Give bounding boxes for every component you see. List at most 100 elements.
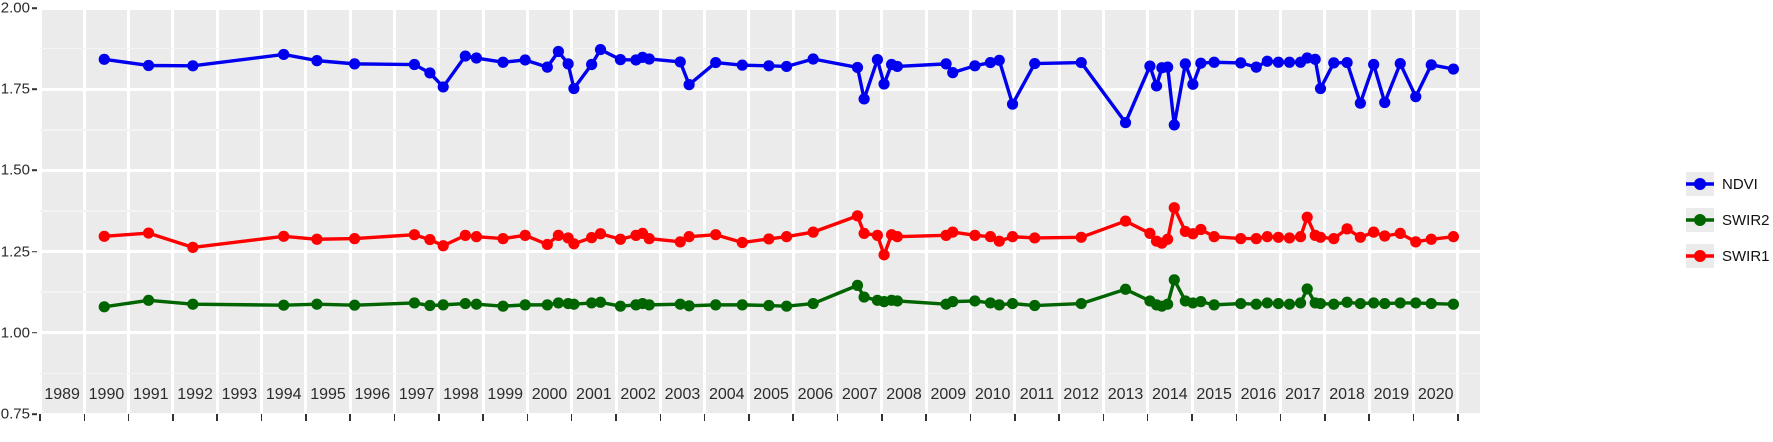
data-point	[1250, 298, 1262, 310]
data-point	[1425, 59, 1437, 71]
data-point	[408, 229, 420, 241]
data-point	[1394, 297, 1406, 309]
data-point	[674, 298, 686, 310]
data-point	[683, 79, 695, 91]
data-point	[643, 53, 655, 65]
data-point	[541, 238, 553, 251]
data-point	[683, 300, 695, 312]
data-point	[1006, 297, 1019, 310]
data-point	[1394, 57, 1406, 70]
x-tick-mark	[526, 414, 529, 421]
data-point	[552, 229, 565, 241]
x-tick-mark	[703, 414, 706, 421]
x-tick-mark	[1102, 414, 1105, 421]
data-point	[1314, 231, 1327, 243]
data-point	[851, 61, 864, 74]
data-point	[98, 230, 110, 242]
data-point	[1379, 230, 1391, 242]
data-point	[1328, 57, 1340, 69]
data-point	[187, 298, 199, 310]
data-point	[1410, 236, 1422, 248]
data-point	[1195, 296, 1207, 308]
data-point	[1261, 231, 1273, 243]
data-point	[1301, 283, 1313, 295]
data-point	[1283, 232, 1296, 244]
x-tick-mark	[1235, 414, 1238, 421]
data-point	[519, 54, 531, 66]
gridline-horizontal-major	[40, 168, 1480, 172]
x-tick-label: 1989	[44, 386, 80, 403]
data-point	[1235, 297, 1247, 310]
data-point	[187, 241, 199, 253]
data-point	[1354, 231, 1366, 243]
data-point	[858, 291, 870, 303]
x-tick-mark	[1368, 414, 1371, 421]
legend-label: NDVI	[1722, 175, 1758, 193]
legend-key-icon	[1686, 244, 1714, 268]
y-tick-label: 1.50	[0, 161, 30, 179]
data-point	[871, 54, 884, 66]
gridline-horizontal-minor	[40, 291, 1480, 293]
data-point	[891, 295, 903, 307]
data-point	[780, 231, 793, 243]
gridline-horizontal-major	[40, 8, 1480, 10]
data-point	[278, 48, 290, 61]
x-tick-label: 2013	[1107, 386, 1144, 403]
series-swir1	[98, 202, 1460, 261]
x-tick-label: 2015	[1196, 386, 1232, 403]
data-point	[1168, 119, 1180, 131]
data-point	[1162, 61, 1174, 73]
data-point	[568, 238, 580, 250]
data-point	[1294, 297, 1307, 309]
x-tick-label: 2012	[1063, 386, 1100, 403]
x-tick-label: 2002	[620, 386, 656, 403]
data-point	[674, 236, 686, 248]
data-point	[568, 82, 580, 95]
data-point	[1309, 53, 1321, 65]
data-point	[1029, 299, 1041, 312]
legend-label: SWIR2	[1722, 211, 1770, 229]
data-point	[891, 60, 903, 73]
legend-item-swir1[interactable]: SWIR1	[1686, 244, 1770, 268]
data-point	[993, 54, 1005, 66]
y-tick-mark	[32, 7, 37, 9]
data-point	[1162, 298, 1174, 310]
data-point	[437, 299, 449, 311]
data-point	[851, 210, 864, 222]
data-point	[594, 43, 607, 56]
x-tick-label: 1992	[177, 386, 213, 403]
x-tick-mark	[1324, 414, 1326, 421]
data-point	[1425, 233, 1437, 245]
gridline-horizontal-minor	[40, 372, 1480, 375]
data-point	[594, 296, 607, 308]
legend-item-swir2[interactable]: SWIR2	[1686, 208, 1770, 232]
data-point	[1187, 78, 1199, 90]
data-point	[1368, 226, 1380, 238]
x-tick-mark	[659, 414, 662, 421]
y-tick-label: 1.75	[0, 80, 30, 98]
data-point	[1410, 297, 1422, 309]
data-point	[519, 299, 531, 311]
legend-item-ndvi[interactable]: NDVI	[1686, 172, 1770, 196]
y-tick-mark	[32, 332, 37, 334]
series-line	[102, 206, 1456, 257]
data-point	[552, 297, 565, 309]
data-point	[674, 56, 686, 68]
data-point	[984, 231, 997, 243]
x-tick-label: 2017	[1284, 386, 1321, 403]
x-tick-label: 2004	[708, 386, 745, 403]
data-point	[278, 230, 290, 242]
data-point	[993, 299, 1005, 311]
x-tick-mark	[39, 414, 41, 421]
data-point	[497, 233, 509, 245]
data-point	[1119, 215, 1132, 227]
y-tick-label: 1.25	[0, 243, 30, 261]
data-point	[1314, 297, 1327, 310]
x-tick-mark	[260, 414, 263, 421]
data-point	[562, 58, 574, 70]
data-point	[1261, 297, 1273, 309]
data-point	[552, 45, 565, 58]
gridline-horizontal-major	[40, 331, 1480, 335]
data-point	[1162, 233, 1174, 245]
